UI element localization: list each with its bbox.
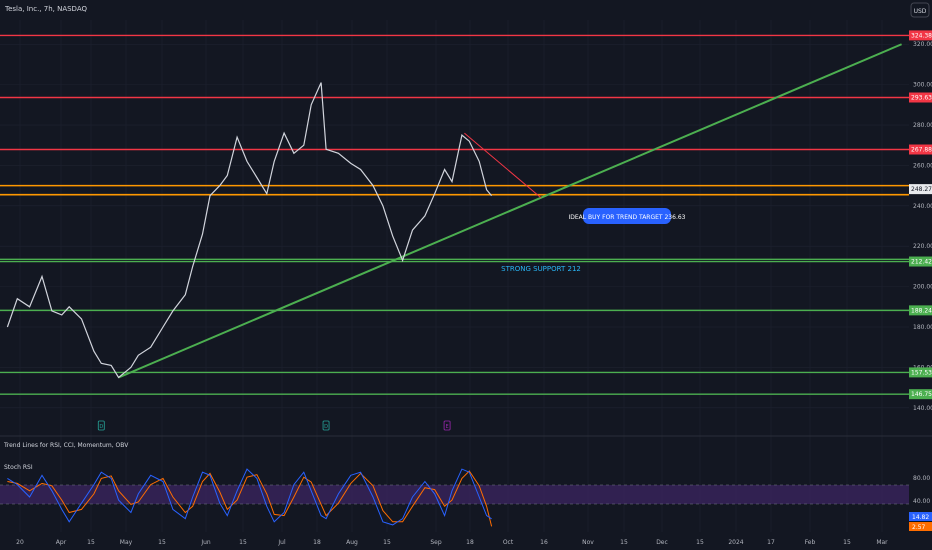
level-tag [909, 305, 932, 316]
price-tick-label: 220.00 [913, 243, 932, 250]
support-trend-line [118, 43, 902, 379]
time-tick-label: Feb [805, 539, 816, 546]
time-tick-label: May [120, 539, 133, 546]
ideal-buy-callout-box [583, 208, 671, 224]
stoch-rsi-k-line [7, 468, 492, 526]
time-tick-label: Oct [503, 539, 514, 546]
ideal-buy-text: IDEAL BUY FOR TREND TARGET 236.63 [569, 214, 686, 221]
price-tick-label: 200.00 [913, 284, 932, 291]
level-tag [909, 256, 932, 267]
time-tick-label: 15 [239, 539, 247, 546]
symbol-title: Tesla, Inc., 7h, NASDAQ [4, 5, 87, 13]
grid [0, 20, 909, 532]
price-tick-label: 280.00 [913, 122, 932, 129]
time-tick-label: Sep [430, 539, 442, 546]
time-tick-label: 15 [696, 539, 704, 546]
trend-lines[interactable] [118, 43, 902, 379]
time-tick-label: 17 [767, 539, 775, 546]
stoch-k-tag [909, 512, 932, 521]
resistance-trend-line [464, 132, 542, 199]
time-axis[interactable]: 20 Apr 15 May 15 Jun 15 Jul 18 Aug 15 Sep 18 Oct 16 Nov… [16, 539, 888, 546]
time-tick-label: 15 [620, 539, 628, 546]
event-marker-label: D [324, 424, 328, 430]
price-tick-label: 180.00 [913, 324, 932, 331]
level-tag [909, 367, 932, 378]
time-tick-label: Nov [582, 539, 594, 546]
stoch-tick-40: 40.00 [913, 498, 930, 505]
currency-button-frame [910, 2, 930, 18]
time-tick-label: 2024 [728, 539, 743, 546]
price-tick-label: 240.00 [913, 203, 932, 210]
time-tick-label: 15 [158, 539, 166, 546]
stoch-d-tag [909, 522, 932, 531]
time-tick-label: 18 [466, 539, 474, 546]
price-tick-label: 300.00 [913, 82, 932, 89]
time-tick-label: 15 [383, 539, 391, 546]
event-marker-label: D [99, 424, 103, 430]
current-price-label: 248.27 [911, 186, 932, 193]
ideal-buy-callout[interactable]: IDEAL BUY FOR TREND TARGET 236.63 [569, 208, 686, 224]
level-tag [909, 389, 932, 400]
currency-label: USD [914, 8, 927, 15]
level-tag-label: 157.53 [911, 369, 932, 376]
indicator-title: Trend Lines for RSI, CCI, Momentum, OBV [3, 442, 129, 449]
stoch-k-value: 14.82 [912, 514, 929, 521]
time-tick-label: 15 [843, 539, 851, 546]
stoch-rsi-d-line [7, 470, 493, 527]
event-marker-label: E [446, 424, 449, 430]
currency-button[interactable]: USD [910, 2, 930, 18]
level-tag-label: 212.42 [911, 259, 932, 266]
level-tag [909, 144, 932, 155]
level-tag-label: 188.24 [911, 307, 932, 314]
price-tick-label: 140.00 [913, 405, 932, 412]
price-series-line [6, 82, 493, 379]
time-tick-label: 18 [313, 539, 321, 546]
strong-support-text: STRONG SUPPORT 212 [501, 265, 581, 273]
time-tick-label: Jun [200, 539, 211, 546]
horizontal-levels[interactable] [0, 34, 909, 395]
event-marker [443, 420, 451, 431]
price-tick-label: 260.00 [913, 162, 932, 169]
time-tick-label: Aug [346, 539, 358, 546]
price-tick-label: 320.00 [913, 41, 932, 48]
time-tick-label: 20 [16, 539, 24, 546]
level-tag-label: 324.38 [911, 32, 932, 39]
level-price-tags: 324.38 293.63 267.88 212.42 188.24 157.53 146.… [909, 30, 932, 400]
current-price-tag [909, 184, 932, 195]
event-marker [97, 420, 105, 431]
time-tick-label: 16 [540, 539, 548, 546]
stoch-rsi-label: Stoch RSI [4, 464, 33, 471]
time-tick-label: 15 [87, 539, 95, 546]
level-tag [909, 30, 932, 41]
level-tag-label: 267.88 [911, 147, 932, 154]
time-tick-label: Apr [56, 539, 67, 546]
level-tag [909, 92, 932, 103]
event-marker [322, 420, 330, 431]
stoch-tick-80: 80.00 [913, 475, 930, 482]
level-tag-label: 146.75 [911, 391, 932, 398]
level-tag-label: 293.63 [911, 94, 932, 101]
time-tick-label: Mar [876, 539, 888, 546]
stoch-d-value: 2.57 [912, 524, 926, 531]
time-tick-label: Dec [656, 539, 668, 546]
time-tick-label: Jul [277, 539, 286, 546]
